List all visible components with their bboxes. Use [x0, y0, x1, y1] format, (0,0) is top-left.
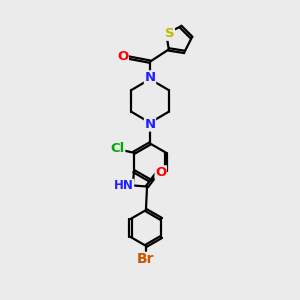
- Text: HN: HN: [114, 179, 134, 192]
- Text: N: N: [144, 71, 156, 84]
- Text: O: O: [117, 50, 128, 63]
- Text: O: O: [155, 166, 166, 179]
- Text: N: N: [144, 118, 156, 131]
- Text: Br: Br: [137, 252, 155, 266]
- Text: Cl: Cl: [110, 142, 125, 155]
- Text: S: S: [165, 27, 174, 40]
